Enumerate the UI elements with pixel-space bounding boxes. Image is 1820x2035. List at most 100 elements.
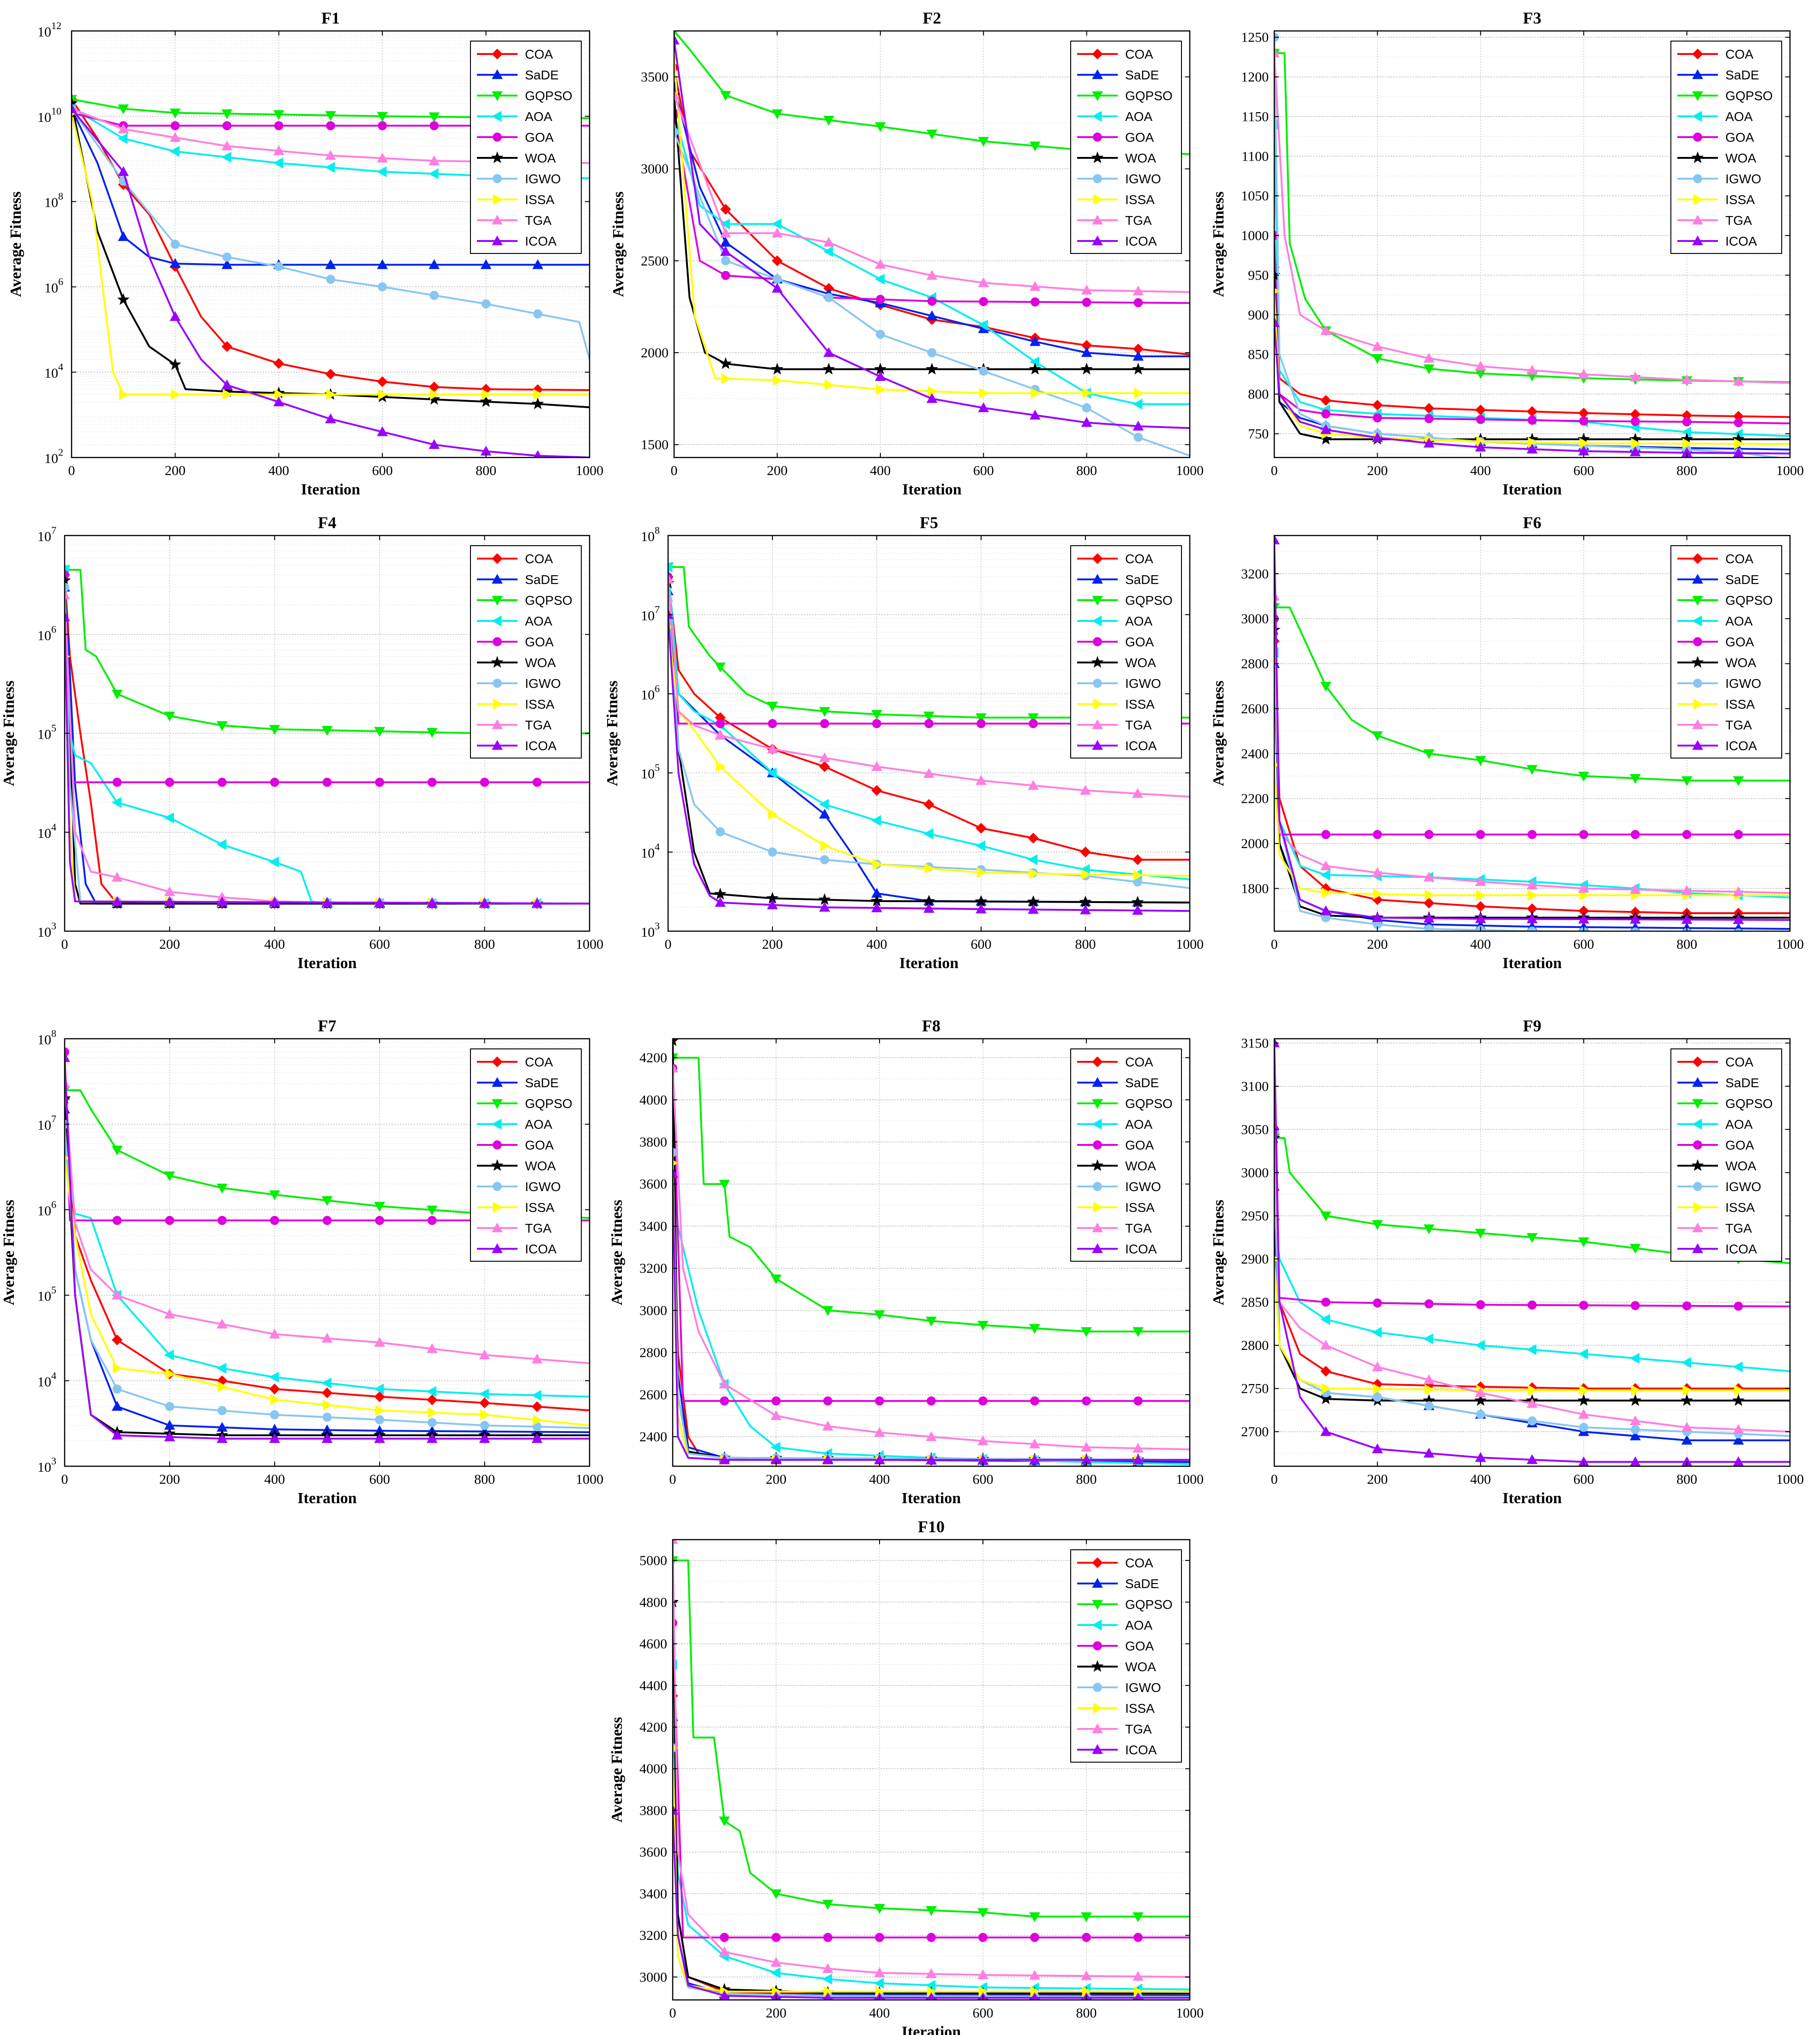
series-coa	[668, 571, 1190, 865]
legend-item-tga: TGA	[1077, 1221, 1152, 1235]
data-point-gqpso	[428, 112, 440, 122]
data-point-icoa	[321, 1433, 333, 1443]
panel-f6: 0 200 400 600 800 1000 1800 2000 2200 2400 2600 280…	[1210, 513, 1804, 972]
panel-f9: 0 200 400 600 800 1000 2700 2750 2800 2850 2900 295…	[1210, 1017, 1804, 1507]
legend-item-icoa: ICOA	[1077, 1242, 1157, 1256]
legend-item-gqpso: GQPSO	[477, 1096, 573, 1111]
x-tick-label: 0	[68, 463, 75, 478]
x-axis-label: Iteration	[902, 481, 962, 498]
x-tick-label: 1000	[1776, 463, 1804, 478]
data-point-sade	[926, 310, 938, 320]
y-tick-label: 2850	[1241, 1295, 1269, 1310]
data-point-gqpso	[169, 108, 181, 119]
data-point-icoa	[118, 166, 129, 176]
x-tick-label: 600	[369, 937, 390, 952]
data-point-gqpso	[923, 711, 934, 722]
legend-box	[1070, 41, 1182, 254]
legend-item-igwo: IGWO	[1677, 172, 1761, 186]
y-tick-exponent: 4	[58, 361, 63, 373]
legend-label: SaDE	[525, 572, 559, 587]
legend-marker	[1091, 656, 1104, 668]
legend-item-igwo: IGWO	[1077, 172, 1161, 186]
legend-label: TGA	[1725, 213, 1752, 228]
data-point-coa	[1320, 1366, 1332, 1377]
legend-item-gqpso: GQPSO	[477, 593, 573, 608]
data-point-sade	[428, 259, 440, 269]
x-tick-label: 200	[159, 1472, 180, 1487]
data-point-gqpso	[1372, 1220, 1383, 1230]
data-point-goa	[1031, 297, 1040, 307]
legend-marker	[1092, 1077, 1103, 1087]
data-point-icoa	[111, 896, 123, 906]
series-icoa	[65, 1052, 590, 1443]
data-point-aoa	[531, 1390, 542, 1401]
data-point-tga	[1372, 867, 1383, 877]
legend-item-aoa: AOA	[1677, 109, 1753, 124]
data-point-gqpso	[325, 111, 336, 121]
data-point-goa	[978, 1396, 988, 1406]
data-point-igwo	[1476, 1409, 1485, 1419]
data-point-gqpso	[874, 122, 886, 132]
data-point-icoa	[1320, 905, 1332, 915]
y-tick-label: 10	[37, 1374, 51, 1390]
data-point-gqpso	[269, 725, 280, 735]
data-point-aoa	[770, 1967, 781, 1979]
data-point-goa	[771, 1933, 781, 1942]
legend-marker	[1691, 656, 1704, 668]
legend-marker	[492, 214, 503, 225]
data-point-tga	[926, 1968, 937, 1978]
data-point-aoa	[325, 162, 335, 173]
legend-marker	[493, 679, 502, 688]
y-tick-label: 10	[37, 925, 51, 940]
data-point-icoa	[164, 1431, 175, 1441]
x-tick-label: 400	[870, 463, 891, 478]
legend-item-coa: COA	[1677, 1055, 1754, 1069]
data-point-goa	[1082, 1933, 1091, 1942]
legend-marker	[1092, 1099, 1103, 1109]
y-tick-label: 10	[641, 925, 655, 940]
legend-item-igwo: IGWO	[1677, 1180, 1761, 1194]
y-tick-exponent: 3	[51, 920, 56, 932]
legend-item-woa: WOA	[1077, 1159, 1156, 1173]
data-point-gqpso	[715, 662, 726, 673]
data-point-aoa	[428, 168, 439, 180]
data-point-goa	[872, 719, 881, 729]
data-point-coa	[976, 823, 987, 834]
y-tick-label: 3150	[1241, 1036, 1269, 1051]
y-tick-label: 10	[37, 826, 51, 841]
legend-item-icoa: ICOA	[1677, 1242, 1757, 1256]
data-point-tga	[977, 1969, 988, 1980]
legend-marker	[1692, 69, 1703, 79]
data-point-aoa	[720, 218, 730, 230]
data-point-coa	[771, 255, 783, 266]
data-point-igwo	[1527, 1416, 1537, 1426]
legend-marker	[492, 1077, 503, 1087]
data-point-woa	[65, 574, 71, 586]
data-point-issa	[876, 384, 886, 395]
y-tick-label: 10	[37, 628, 51, 643]
data-point-coa	[374, 1391, 385, 1403]
y-tick-label: 2900	[1241, 1252, 1269, 1267]
data-point-woa	[117, 293, 130, 305]
legend-item-goa: GOA	[1677, 1138, 1754, 1152]
legend-label: GOA	[1125, 1639, 1154, 1653]
legend-marker	[1092, 1723, 1103, 1734]
legend-label: IGWO	[1725, 676, 1761, 691]
data-point-igwo	[1424, 1401, 1434, 1410]
data-point-icoa	[374, 1433, 386, 1443]
data-point-tga	[1475, 876, 1486, 886]
data-point-icoa	[111, 1429, 123, 1440]
legend-item-icoa: ICOA	[1677, 739, 1757, 753]
x-tick-label: 200	[1367, 1472, 1388, 1487]
data-point-icoa	[427, 1433, 438, 1443]
series-tga	[1274, 590, 1790, 897]
legend-marker	[1092, 1577, 1103, 1588]
legend-label: GOA	[1125, 130, 1154, 144]
legend-item-sade: SaDE	[1077, 572, 1159, 587]
data-point-woa	[1131, 896, 1144, 908]
series-icoa	[1274, 536, 1790, 924]
legend-marker	[1693, 637, 1702, 646]
legend-label: ISSA	[1725, 697, 1755, 711]
legend-label: GQPSO	[1125, 89, 1173, 103]
data-point-gqpso	[217, 721, 228, 731]
